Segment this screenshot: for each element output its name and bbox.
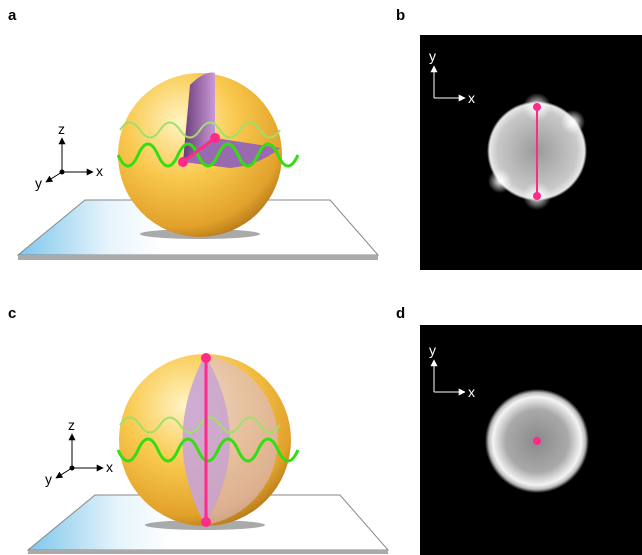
axis-label: x bbox=[468, 384, 475, 400]
axis-label: y bbox=[45, 471, 52, 487]
axis-label: x bbox=[96, 163, 103, 179]
axis-label: y bbox=[429, 342, 436, 358]
axis-label: x bbox=[106, 459, 113, 475]
axis-label: y bbox=[35, 175, 42, 191]
panel-b-image bbox=[420, 35, 642, 270]
axis-label: z bbox=[68, 417, 75, 433]
panel-a-illustration bbox=[18, 73, 378, 261]
panel-label: d bbox=[396, 305, 405, 322]
panel-label: c bbox=[8, 305, 16, 322]
axis-label: x bbox=[468, 90, 475, 106]
panel-label: a bbox=[8, 7, 17, 24]
axis-label: z bbox=[58, 121, 65, 137]
panel-c-illustration bbox=[28, 353, 388, 554]
figure: a z x y b y x c bbox=[0, 0, 642, 555]
axis-label: y bbox=[429, 48, 436, 64]
panel-label: b bbox=[396, 7, 405, 24]
panel-d-image bbox=[420, 325, 642, 555]
